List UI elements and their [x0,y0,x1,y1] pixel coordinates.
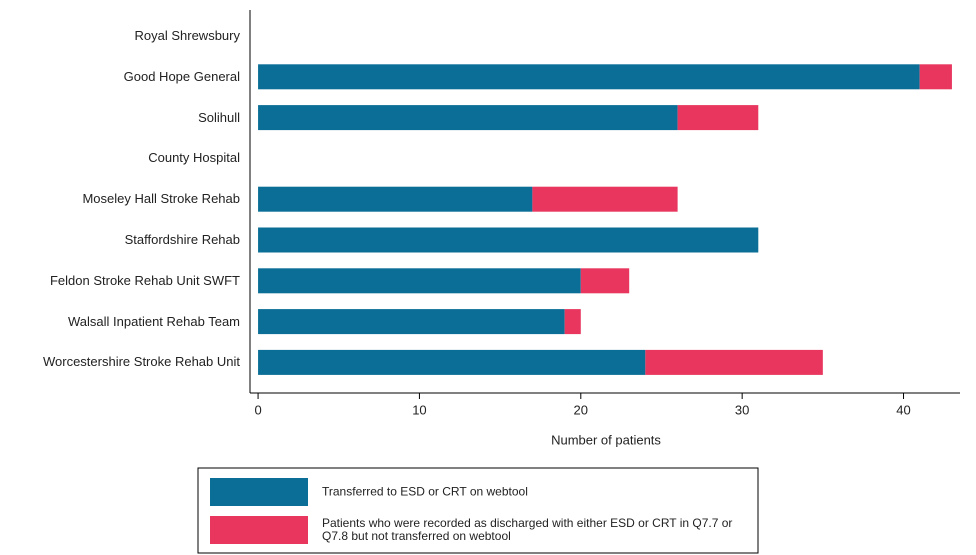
y-tick-label: Moseley Hall Stroke Rehab [82,191,240,207]
x-tick-label: 20 [574,402,588,417]
legend-label: Patients who were recorded as discharged… [322,516,733,543]
x-tick-label: 10 [412,402,426,417]
x-tick-label: 30 [735,402,749,417]
y-tick-label: Staffordshire Rehab [124,232,240,247]
legend-label: Transferred to ESD or CRT on webtool [322,484,528,499]
bar-segment [677,105,759,131]
x-axis-label: Number of patients [551,432,661,447]
bar-segment [258,309,565,335]
bar-segment [919,64,952,90]
y-tick-label: County Hospital [148,150,240,166]
bar-segment [258,105,678,131]
y-tick-label: Solihull [198,109,240,125]
bar-segment [645,349,823,375]
legend-swatch [210,516,308,544]
bar-segment [580,268,630,294]
bar-segment [564,309,581,335]
bar-segment [258,227,759,253]
x-tick-label: 0 [254,402,261,417]
bar-segment [258,349,646,375]
y-tick-label: Walsall Inpatient Rehab Team [68,313,240,329]
bar-segment [258,186,533,212]
y-tick-label: Good Hope General [123,68,240,84]
legend-box [197,467,759,554]
y-tick-label: Feldon Stroke Rehab Unit SWFT [49,272,240,288]
legend-swatch [210,478,308,506]
y-tick-label: Royal Shrewsbury [134,28,241,43]
bar-segment [532,186,678,212]
bar-segment [258,64,920,90]
x-tick-label: 40 [896,402,910,417]
bar-segment [258,268,581,294]
y-tick-label: Worcestershire Stroke Rehab Unit [42,354,240,370]
